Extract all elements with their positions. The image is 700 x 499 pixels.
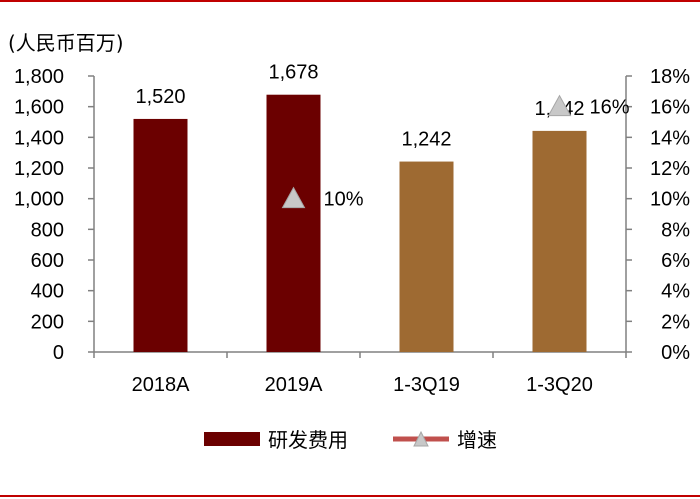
- right-tick-label: 0%: [661, 342, 690, 364]
- legend-swatch-growth-marker: [413, 430, 429, 447]
- right-tick-label: 2%: [661, 311, 690, 333]
- left-tick-label: 1,200: [14, 158, 64, 180]
- growth-marker-1-3Q20: [547, 94, 572, 117]
- bar-2018A: [133, 118, 188, 352]
- right-y-axis: 0% 2% 4% 6% 8% 10% 12% 14% 16% 18%: [625, 66, 690, 364]
- legend: 研发费用 增速: [204, 428, 497, 452]
- right-tick-label: 18%: [650, 66, 690, 88]
- left-tick-label: 200: [31, 311, 64, 333]
- right-tick-label: 12%: [650, 158, 690, 180]
- x-tick-label: 1-3Q20: [526, 374, 593, 396]
- growth-series: 10% 16%: [281, 94, 630, 211]
- left-tick-label: 1,400: [14, 127, 64, 149]
- right-tick-label: 6%: [661, 250, 690, 272]
- legend-swatch-rd-expense: [204, 432, 260, 446]
- bar-2019A: [266, 94, 321, 352]
- right-tick-label: 14%: [650, 127, 690, 149]
- growth-marker-2019A: [281, 186, 306, 209]
- right-tick-label: 4%: [661, 281, 690, 303]
- left-tick-label: 400: [31, 281, 64, 303]
- bar-data-label: 1,242: [401, 129, 451, 151]
- left-tick-label: 1,000: [14, 189, 64, 211]
- left-tick-label: 1,800: [14, 66, 64, 88]
- growth-data-label: 16%: [590, 97, 630, 119]
- legend-label-growth: 增速: [457, 428, 497, 452]
- bar-1-3Q20: [532, 130, 587, 352]
- left-tick-label: 1,600: [14, 97, 64, 119]
- right-tick-label: 10%: [650, 189, 690, 211]
- left-y-axis: 0 200 400 600 800 1,000 1,200 1,400 1,600 1,800: [14, 66, 95, 364]
- x-tick-label: 2019A: [265, 374, 323, 396]
- x-tick-label: 1-3Q19: [393, 374, 460, 396]
- bar-data-label: 1,678: [268, 62, 318, 84]
- legend-label-rd-expense: 研发费用: [268, 428, 348, 452]
- left-tick-label: 800: [31, 219, 64, 241]
- left-tick-label: 0: [53, 342, 64, 364]
- x-axis: 2018A 2019A 1-3Q19 1-3Q20: [93, 351, 627, 396]
- bar-data-label: 1,520: [135, 86, 185, 108]
- right-tick-label: 8%: [661, 219, 690, 241]
- bar-1-3Q19: [399, 161, 454, 352]
- unit-label: (人民币百万): [8, 31, 124, 55]
- right-tick-label: 16%: [650, 97, 690, 119]
- left-tick-label: 600: [31, 250, 64, 272]
- growth-data-label: 10%: [324, 189, 364, 211]
- x-tick-label: 2018A: [132, 374, 190, 396]
